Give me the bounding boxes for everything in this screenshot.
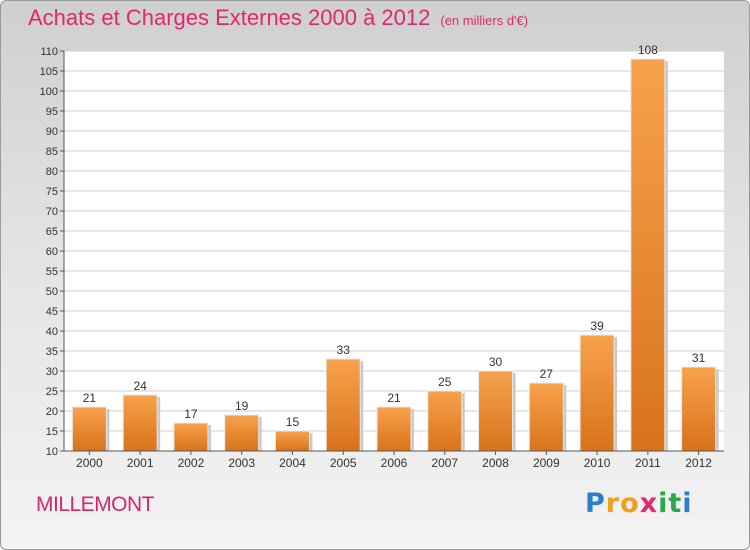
- bar-2010: [579, 334, 615, 452]
- bars: [71, 58, 719, 452]
- value-label: 33: [337, 343, 351, 357]
- y-tick-label: 80: [46, 166, 58, 178]
- commune-name: MILLEMONT: [36, 493, 155, 516]
- bar-2005: [325, 358, 361, 452]
- x-tick-label: 2007: [431, 456, 458, 470]
- bar-2001: [122, 394, 158, 452]
- x-tick-label: 2001: [127, 456, 154, 470]
- x-tick-label: 2000: [76, 456, 103, 470]
- chart-title: Achats et Charges Externes 2000 à 2012 (e…: [28, 5, 528, 31]
- logo-letter: i: [682, 488, 693, 519]
- logo-letter: i: [658, 488, 669, 519]
- y-tick-label: 20: [46, 406, 58, 418]
- y-tick-label: 75: [46, 186, 58, 198]
- value-label: 21: [83, 391, 97, 405]
- bar-2002: [173, 422, 209, 452]
- bar-2006: [376, 406, 412, 452]
- value-label: 25: [438, 375, 452, 389]
- logo-letter: r: [605, 488, 621, 519]
- y-tick-label: 95: [46, 106, 58, 118]
- x-tick-label: 2011: [635, 456, 661, 470]
- value-labels: 21 24 17 19 15 33 21 25 30 27 39 108 31: [83, 43, 706, 429]
- value-label: 30: [489, 355, 503, 369]
- value-label: 24: [133, 379, 147, 393]
- x-tick-label: 2009: [533, 456, 560, 470]
- bar-2003: [224, 414, 260, 452]
- bar-2008: [478, 370, 514, 452]
- bar-2012: [681, 366, 717, 452]
- value-label: 108: [638, 43, 658, 57]
- value-label: 39: [590, 319, 604, 333]
- value-label: 27: [540, 367, 554, 381]
- value-label: 31: [692, 351, 706, 365]
- bar-2011: [630, 58, 666, 452]
- y-tick-label: 70: [46, 206, 58, 218]
- logo-letter: P: [585, 488, 606, 519]
- y-tick-label: 90: [46, 126, 58, 138]
- x-tick-label: 2002: [178, 456, 205, 470]
- value-label: 21: [387, 391, 401, 405]
- y-tick-label: 55: [46, 266, 58, 278]
- value-label: 17: [184, 407, 198, 421]
- x-tick-label: 2003: [228, 456, 255, 470]
- y-tick-label: 40: [46, 326, 58, 338]
- y-tick-label: 60: [46, 246, 58, 258]
- bar-2000: [71, 406, 107, 452]
- x-tick-label: 2006: [381, 456, 408, 470]
- x-tick-label: 2008: [482, 456, 509, 470]
- y-tick-label: 25: [46, 386, 58, 398]
- x-axis-ticks: 2000 2001 2002 2003 2004 2005 2006 2007 2008 2009…: [76, 451, 712, 470]
- y-tick-label: 85: [46, 146, 58, 158]
- y-tick-label: 10: [46, 446, 58, 458]
- y-tick-label: 15: [46, 426, 58, 438]
- y-tick-label: 35: [46, 346, 58, 358]
- y-tick-label: 110: [40, 46, 58, 58]
- bar-2004: [274, 430, 310, 452]
- bar-2007: [427, 390, 463, 452]
- y-tick-label: 100: [40, 86, 58, 98]
- proxiti-logo[interactable]: Proxiti: [585, 488, 693, 519]
- chart-title-text: Achats et Charges Externes 2000 à 2012: [28, 5, 431, 30]
- chart-unit-note: (en milliers d'€): [440, 13, 529, 28]
- value-label: 15: [286, 415, 300, 429]
- y-tick-label: 65: [46, 226, 58, 238]
- x-tick-label: 2004: [279, 456, 306, 470]
- logo-letter: o: [620, 488, 640, 519]
- y-axis-ticks: 10 15 20 25 30 35 40 45 50 55 60 65 70 75 80 85 90 95 100 1…: [40, 46, 64, 458]
- x-tick-label: 2010: [584, 456, 611, 470]
- value-label: 19: [235, 399, 249, 413]
- logo-letter: x: [639, 488, 659, 519]
- x-tick-label: 2005: [330, 456, 357, 470]
- y-tick-label: 50: [46, 286, 58, 298]
- y-tick-label: 105: [40, 66, 58, 78]
- bar-2009: [528, 382, 564, 452]
- logo-letter: t: [668, 488, 683, 519]
- y-tick-label: 30: [46, 366, 58, 378]
- y-tick-label: 45: [46, 306, 58, 318]
- x-tick-label: 2012: [685, 456, 712, 470]
